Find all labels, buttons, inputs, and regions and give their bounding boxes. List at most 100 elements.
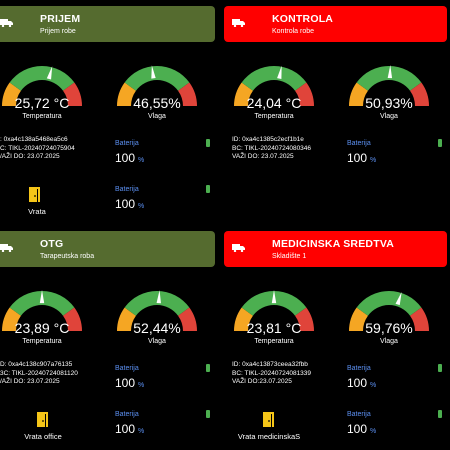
gauge-band-high	[295, 307, 314, 331]
gauge-band-low	[117, 307, 136, 331]
gauge-band-ok	[124, 291, 190, 316]
gauge-band-low	[234, 82, 253, 106]
battery-number: 100	[347, 422, 368, 436]
gauge-needle	[277, 65, 282, 79]
battery-number: 100	[115, 197, 136, 211]
temperature-value: 23,81 °C	[246, 320, 302, 336]
door-label: Vrata medicinskaS	[237, 432, 301, 441]
card-title: PRIJEM	[40, 13, 81, 25]
humidity-value: 59,76%	[365, 320, 413, 336]
door-label: Vrata	[28, 207, 46, 216]
card-subtitle: Tarapeutska roba	[40, 253, 95, 260]
gauge-band-high	[410, 307, 429, 331]
gauge-band-low	[2, 307, 21, 331]
gauge-band-low	[349, 82, 368, 106]
temperature-label: Temperatura	[22, 113, 62, 120]
gauge-band-ok	[356, 291, 422, 316]
humidity-gauge[interactable]: 59,76% Vlaga	[347, 287, 431, 345]
card-header[interactable]: PRIJEM Prijem robe	[0, 6, 215, 42]
battery-unit: %	[138, 428, 145, 435]
battery-value[interactable]: 100%	[115, 422, 144, 436]
temperature-value: 23,89 °C	[14, 320, 70, 336]
card-title: MEDICINSKA SREDTVA	[272, 238, 395, 250]
gauge-band-ok	[9, 66, 75, 91]
battery-unit: %	[370, 157, 377, 164]
battery-unit: %	[370, 382, 377, 389]
gauge-band-low	[117, 82, 136, 106]
battery-label: Baterija	[347, 365, 371, 372]
gauge-band-high	[178, 307, 197, 331]
card-otg: OTG Tarapeutska roba 23,89 °C Temperatur…	[0, 225, 217, 450]
gauge-needle	[46, 66, 53, 80]
battery-icon	[438, 364, 442, 372]
battery-value[interactable]: 100%	[347, 376, 376, 390]
humidity-gauge[interactable]: 50,93% Vlaga	[347, 62, 431, 120]
gauge-needle	[271, 290, 277, 304]
battery-value[interactable]: 100%	[115, 376, 144, 390]
truck-icon	[232, 244, 245, 252]
truck-icon	[0, 19, 13, 27]
battery-label: Baterija	[115, 411, 139, 418]
temperature-gauge[interactable]: 23,81 °C Temperatura	[232, 287, 316, 345]
card-header[interactable]: OTG Tarapeutska roba	[0, 231, 215, 267]
device-info: ID: 0xa4c1385c2ecf1b1e BC: TIKL-20240724…	[232, 136, 311, 162]
gauge-needle	[39, 290, 45, 304]
door-icon[interactable]	[262, 411, 275, 428]
gauge-band-high	[178, 82, 197, 106]
truck-icon	[232, 19, 245, 27]
battery-value[interactable]: 100%	[347, 151, 376, 165]
humidity-value: 50,93%	[365, 95, 413, 111]
battery-unit: %	[138, 157, 145, 164]
battery-number: 100	[115, 151, 136, 165]
humidity-label: Vlaga	[148, 113, 166, 120]
battery-value[interactable]: 100%	[115, 151, 144, 165]
temperature-gauge[interactable]: 23,89 °C Temperatura	[0, 287, 84, 345]
humidity-gauge[interactable]: 52,44% Vlaga	[115, 287, 199, 345]
battery-value[interactable]: 100%	[347, 422, 376, 436]
truck-icon	[0, 244, 13, 252]
card-prijem: PRIJEM Prijem robe 25,72 °C Temperatura …	[0, 0, 217, 225]
battery-icon	[206, 139, 210, 147]
door-label: Vrata office	[24, 432, 62, 441]
card-medicinska-sredtva: MEDICINSKA SREDTVA Skladište 1 23,81 °C …	[224, 225, 449, 450]
card-header[interactable]: MEDICINSKA SREDTVA Skladište 1	[224, 231, 447, 267]
device-id: ID: 0xa4c1385c2ecf1b1e	[232, 136, 304, 143]
gauge-band-high	[63, 82, 82, 106]
device-bc: BC: TIKL-20240724081339	[232, 369, 312, 377]
device-id: ID: 0xa4c13873ceea32fbb	[232, 361, 308, 368]
temperature-gauge[interactable]: 24,04 °C Temperatura	[232, 62, 316, 120]
humidity-label: Vlaga	[380, 338, 398, 345]
temperature-label: Temperatura	[254, 113, 294, 120]
door-icon[interactable]	[36, 411, 49, 428]
device-valid: VAŽI DO:23.07.2025	[232, 378, 292, 385]
battery-label: Baterija	[347, 140, 371, 147]
battery-number: 100	[347, 151, 368, 165]
battery-unit: %	[370, 428, 377, 435]
humidity-gauge[interactable]: 46,55% Vlaga	[115, 62, 199, 120]
humidity-value: 46,55%	[133, 95, 181, 111]
gauge-band-low	[349, 307, 368, 331]
battery-label: Baterija	[347, 411, 371, 418]
gauge-band-ok	[9, 291, 75, 316]
gauge-band-high	[63, 307, 82, 331]
card-subtitle: Prijem robe	[40, 28, 76, 35]
gauge-band-low	[2, 82, 21, 106]
device-id: D: 0xa4c138c907a76135	[0, 361, 73, 368]
battery-unit: %	[138, 203, 145, 210]
humidity-label: Vlaga	[148, 338, 166, 345]
gauge-needle	[387, 65, 393, 79]
battery-number: 100	[115, 376, 136, 390]
temperature-label: Temperatura	[254, 338, 294, 345]
card-header[interactable]: KONTROLA Kontrola robe	[224, 6, 447, 42]
card-kontrola: KONTROLA Kontrola robe 24,04 °C Temperat…	[224, 0, 449, 225]
temperature-value: 24,04 °C	[246, 95, 302, 111]
humidity-value: 52,44%	[133, 320, 181, 336]
battery-value[interactable]: 100%	[115, 197, 144, 211]
temperature-label: Temperatura	[22, 338, 62, 345]
card-title: OTG	[40, 238, 64, 250]
temperature-gauge[interactable]: 25,72 °C Temperatura	[0, 62, 84, 120]
gauge-needle	[151, 65, 156, 79]
door-icon[interactable]	[28, 186, 41, 203]
temperature-value: 25,72 °C	[14, 95, 70, 111]
battery-icon	[206, 364, 210, 372]
